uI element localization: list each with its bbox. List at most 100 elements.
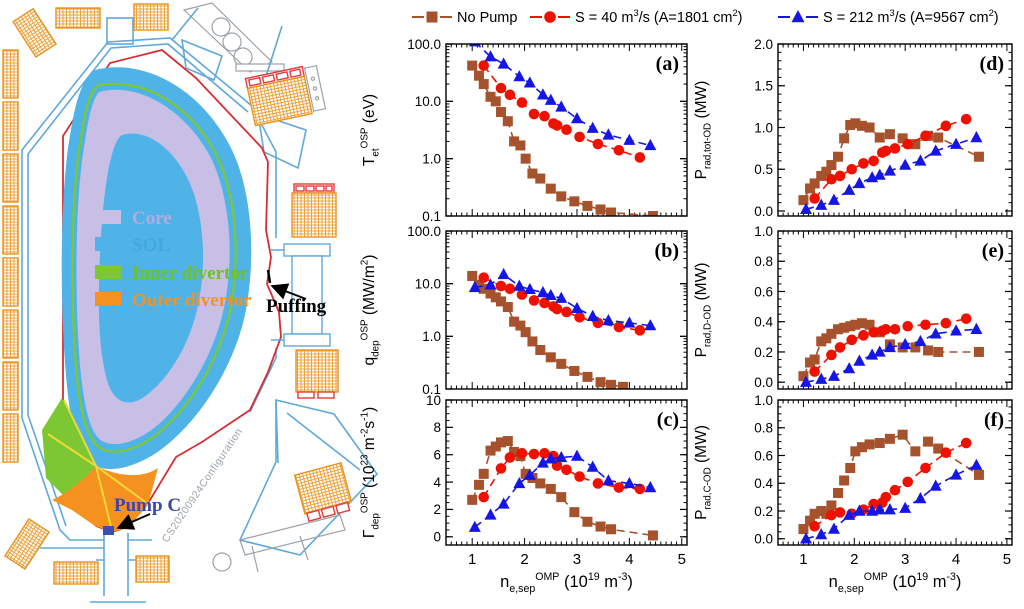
- svg-text:3: 3: [573, 551, 581, 568]
- svg-text:0.4: 0.4: [754, 315, 773, 330]
- svg-text:10: 10: [426, 393, 441, 408]
- plot-b: 100.0 10.0 1.0 0.1 (b) qdepOSP (MW/m2): [359, 224, 688, 397]
- pump-annotation: Pump C: [114, 495, 181, 530]
- svg-text:100.0: 100.0: [407, 37, 441, 52]
- svg-text:0.6: 0.6: [754, 284, 773, 299]
- svg-text:10.0: 10.0: [415, 276, 441, 291]
- svg-text:1: 1: [799, 551, 807, 568]
- svg-text:0.0: 0.0: [754, 204, 773, 219]
- svg-text:0.0: 0.0: [754, 375, 773, 390]
- svg-text:2.0: 2.0: [754, 37, 773, 52]
- svg-text:0.2: 0.2: [754, 345, 773, 360]
- legend-row-core: Core: [95, 208, 172, 229]
- bottom-coils: [3, 518, 170, 585]
- pump-opening: [103, 526, 114, 535]
- y-axis-label: qdepOSP (MW/m2): [359, 255, 381, 366]
- series-triangle: [799, 458, 983, 544]
- legend-item-label: S = 212 m3/s (A=9567 cm2): [823, 8, 999, 26]
- configuration-watermark: CS20200924Configuration: [160, 426, 246, 545]
- puffing-label: Puffing: [266, 296, 327, 317]
- plot-a: 100.0 10.0 1.0 0.1 (a) TetOSP (eV): [359, 37, 688, 224]
- panel-letter: (e): [982, 240, 1004, 262]
- svg-text:5: 5: [1003, 551, 1011, 568]
- svg-text:0.2: 0.2: [754, 504, 773, 519]
- upper-right-module: [244, 64, 327, 127]
- top-coils: [12, 3, 169, 58]
- legend-row-outer-divertor: Outer divertor: [95, 290, 252, 311]
- panel-letter: (f): [984, 409, 1004, 431]
- series-circle: [478, 60, 646, 163]
- svg-text:0.4: 0.4: [754, 476, 773, 491]
- lower-right-module: [295, 349, 339, 399]
- svg-text:1: 1: [468, 551, 476, 568]
- core-label: Core: [132, 208, 172, 229]
- series-circle: [809, 313, 972, 377]
- central-solenoid-coils: [2, 49, 19, 463]
- inner-divertor-label: Inner divertor: [132, 263, 249, 284]
- plot-frame: [777, 399, 1013, 546]
- series-triangle: [468, 267, 657, 331]
- series-square: [467, 270, 629, 389]
- pump-c-label: Pump C: [114, 495, 181, 516]
- svg-text:6: 6: [433, 448, 441, 463]
- plot-e: 1.0 0.8 0.6 0.4 0.2 0.0 (e) Prad,D-OD (MW): [693, 224, 1013, 390]
- x-axis-label: ne,sepOMP (1019 m-3): [829, 571, 962, 595]
- svg-text:1.0: 1.0: [754, 393, 773, 408]
- inner-divertor-region: [42, 398, 96, 502]
- sol-swatch: [95, 237, 121, 251]
- svg-text:0.0: 0.0: [754, 532, 773, 547]
- panel-letter: (d): [980, 53, 1004, 75]
- svg-text:0.8: 0.8: [754, 421, 773, 436]
- y-axis-label: ΓdepOSP (1023 m-2s-1): [359, 407, 381, 538]
- bottom-right-duct: [212, 398, 379, 573]
- plot-frame: [445, 399, 688, 546]
- legend-row-sol: SOL: [95, 235, 170, 256]
- svg-text:0.8: 0.8: [754, 254, 773, 269]
- plot-c: 1 2 3 4 5 10 8 6 4 2 0 (c) ΓdepOSP (1023 m-2s-1) ne,s…: [359, 393, 688, 595]
- series-circle: [809, 113, 972, 204]
- series-triangle: [799, 322, 983, 387]
- y-axis-label: Prad,C-OD (MW): [693, 425, 714, 520]
- tokamak-diagram: Core SOL Inner divertor Outer divertor P…: [2, 2, 379, 603]
- outer-divertor-swatch: [95, 292, 121, 306]
- series-triangle: [799, 131, 983, 215]
- svg-text:0.1: 0.1: [422, 209, 441, 224]
- svg-text:1.0: 1.0: [754, 120, 773, 135]
- y-axis-label: Prad,tot-OD (MW): [693, 81, 714, 180]
- midplane-port: [271, 183, 337, 347]
- x-axis-label: ne,sepOMP (1019 m-3): [500, 571, 633, 595]
- svg-text:10.0: 10.0: [415, 94, 441, 109]
- svg-text:0.5: 0.5: [754, 162, 773, 177]
- diagram-legend: Core SOL Inner divertor Outer divertor: [95, 208, 252, 311]
- svg-text:1.0: 1.0: [754, 224, 773, 239]
- svg-text:2: 2: [520, 551, 528, 568]
- series-square: [467, 60, 658, 216]
- svg-text:1.5: 1.5: [754, 79, 773, 94]
- svg-text:5: 5: [678, 551, 686, 568]
- plot-frame: [445, 43, 688, 217]
- separatrix-legs: [47, 399, 149, 532]
- svg-text:4: 4: [433, 475, 441, 490]
- svg-text:4: 4: [952, 551, 960, 568]
- svg-text:0.1: 0.1: [422, 382, 441, 397]
- series-circle: [478, 448, 646, 503]
- pump-duct: [90, 526, 146, 603]
- svg-text:8: 8: [433, 420, 441, 435]
- legend-item-circle: S = 40 m3/s (A=1801 cm2): [530, 8, 743, 26]
- svg-text:2: 2: [850, 551, 858, 568]
- y-axis-label: TetOSP (eV): [359, 94, 381, 166]
- panel-letter: (a): [656, 53, 679, 75]
- core-swatch: [95, 210, 121, 224]
- series-square: [798, 118, 984, 206]
- svg-text:3: 3: [901, 551, 909, 568]
- outer-divertor-label: Outer divertor: [132, 290, 252, 311]
- series-circle: [809, 437, 972, 532]
- inner-divertor-swatch: [95, 265, 121, 279]
- vacuum-vessel: [21, 17, 307, 549]
- charts-panel: 100.010.01.00.1(a)TetOSP (eV)100.010.01.…: [359, 8, 1013, 595]
- plot-frame: [445, 230, 688, 390]
- legend-item-square: No Pump: [412, 10, 517, 26]
- series-square: [798, 429, 984, 535]
- separatrix-line: [71, 82, 237, 453]
